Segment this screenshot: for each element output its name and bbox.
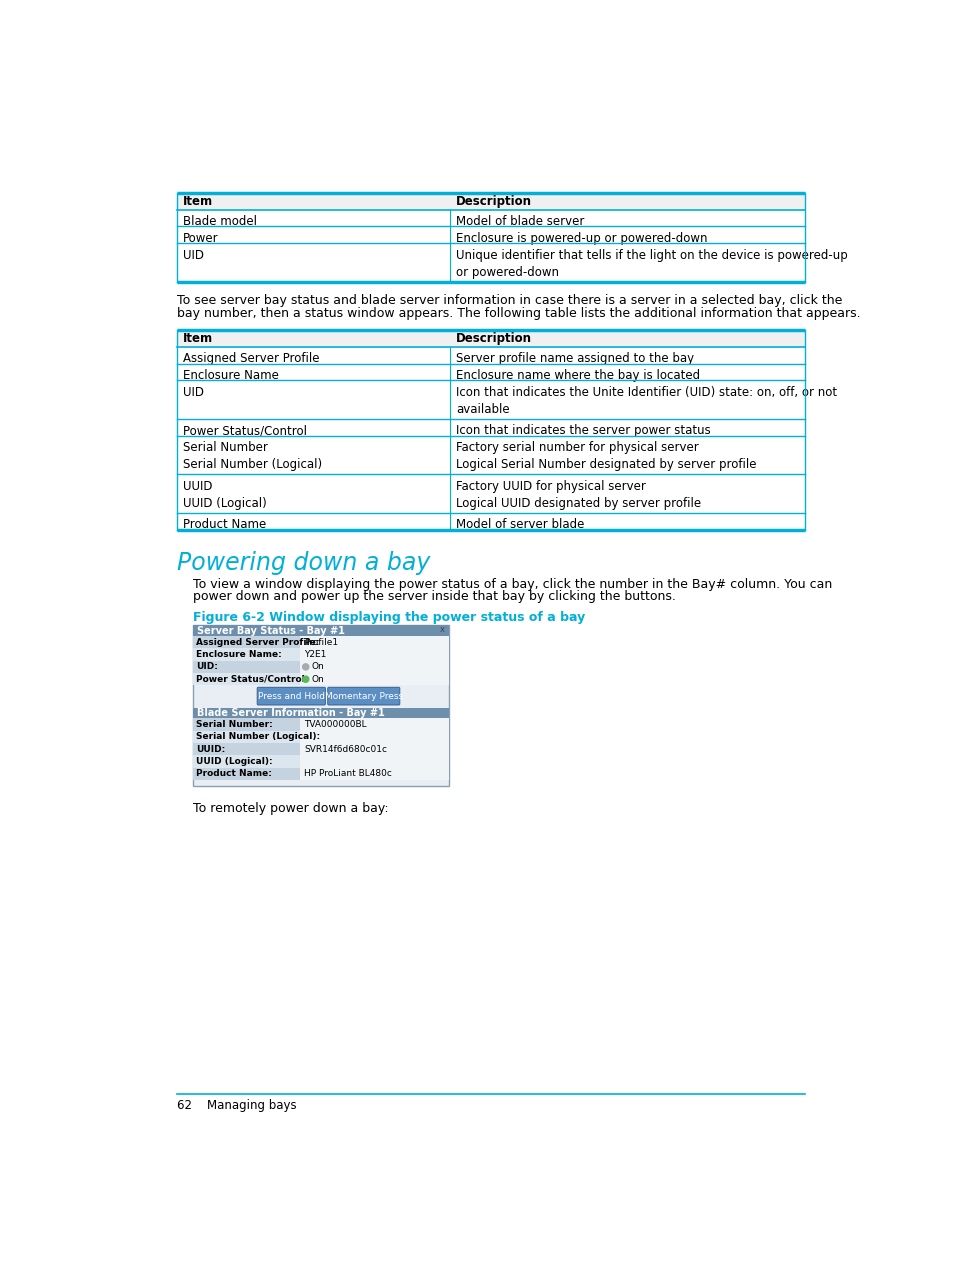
Bar bbox=[193, 731, 300, 744]
Text: Assigned Server Profile: Assigned Server Profile bbox=[183, 352, 319, 365]
Text: or powered-down: or powered-down bbox=[456, 266, 558, 278]
Text: Icon that indicates the server power status: Icon that indicates the server power sta… bbox=[456, 425, 710, 437]
Text: Item: Item bbox=[183, 332, 213, 344]
Text: UID:: UID: bbox=[195, 662, 217, 671]
Bar bbox=[193, 625, 448, 636]
Text: Blade model: Blade model bbox=[183, 215, 256, 228]
Text: Factory serial number for physical server: Factory serial number for physical serve… bbox=[456, 441, 698, 454]
Text: HP ProLiant BL480c: HP ProLiant BL480c bbox=[304, 769, 392, 778]
Text: UID: UID bbox=[183, 249, 204, 262]
Text: Figure 6-2 Window displaying the power status of a bay: Figure 6-2 Window displaying the power s… bbox=[193, 611, 584, 624]
Text: Serial Number (Logical): Serial Number (Logical) bbox=[183, 459, 321, 472]
Text: Server profile name assigned to the bay: Server profile name assigned to the bay bbox=[456, 352, 693, 365]
Bar bbox=[300, 731, 448, 744]
Text: UID: UID bbox=[183, 386, 204, 399]
Text: Product Name:: Product Name: bbox=[195, 769, 272, 778]
Text: Description: Description bbox=[456, 194, 532, 207]
Text: Icon that indicates the Unite Identifier (UID) state: on, off, or not: Icon that indicates the Unite Identifier… bbox=[456, 386, 836, 399]
Bar bbox=[300, 674, 448, 685]
Text: x: x bbox=[439, 625, 444, 634]
Bar bbox=[193, 625, 448, 787]
FancyBboxPatch shape bbox=[257, 688, 325, 705]
Bar bbox=[300, 648, 448, 661]
Text: Power: Power bbox=[183, 231, 218, 245]
Text: Model of server blade: Model of server blade bbox=[456, 519, 583, 531]
Bar bbox=[177, 210, 804, 226]
Bar bbox=[177, 364, 804, 380]
Text: Power Status/Control:: Power Status/Control: bbox=[195, 675, 308, 684]
Circle shape bbox=[302, 676, 309, 683]
Bar bbox=[437, 627, 447, 634]
Text: UUID:: UUID: bbox=[195, 745, 225, 754]
Bar bbox=[300, 755, 448, 768]
Text: TVA000000BL: TVA000000BL bbox=[304, 721, 366, 730]
Text: Serial Number:: Serial Number: bbox=[195, 721, 273, 730]
Text: To see server bay status and blade server information in case there is a server : To see server bay status and blade serve… bbox=[177, 294, 841, 308]
Text: Profile1: Profile1 bbox=[304, 638, 338, 647]
Text: UUID: UUID bbox=[183, 479, 213, 493]
Text: Server Bay Status - Bay #1: Server Bay Status - Bay #1 bbox=[196, 625, 344, 636]
Text: SVR14f6d680c01c: SVR14f6d680c01c bbox=[304, 745, 387, 754]
Bar bbox=[300, 718, 448, 731]
Text: Enclosure Name:: Enclosure Name: bbox=[195, 649, 281, 660]
Text: Assigned Server Profile:: Assigned Server Profile: bbox=[195, 638, 319, 647]
Text: Logical Serial Number designated by server profile: Logical Serial Number designated by serv… bbox=[456, 459, 756, 472]
Bar bbox=[193, 661, 300, 674]
Bar bbox=[193, 744, 300, 755]
Bar bbox=[177, 513, 804, 530]
Text: Power Status/Control: Power Status/Control bbox=[183, 425, 307, 437]
Bar bbox=[193, 755, 300, 768]
Text: On: On bbox=[312, 675, 324, 684]
Text: Powering down a bay: Powering down a bay bbox=[177, 552, 431, 576]
Text: Unique identifier that tells if the light on the device is powered-up: Unique identifier that tells if the ligh… bbox=[456, 249, 846, 262]
Bar bbox=[193, 648, 300, 661]
Bar bbox=[300, 744, 448, 755]
Text: On: On bbox=[312, 662, 324, 671]
Text: Item: Item bbox=[183, 194, 213, 207]
Text: To remotely power down a bay:: To remotely power down a bay: bbox=[193, 802, 388, 815]
Bar bbox=[177, 419, 804, 436]
Bar bbox=[177, 329, 804, 347]
Text: 62    Managing bays: 62 Managing bays bbox=[177, 1099, 296, 1112]
Text: Press and Hold: Press and Hold bbox=[257, 691, 324, 700]
Text: Serial Number: Serial Number bbox=[183, 441, 268, 454]
FancyBboxPatch shape bbox=[328, 688, 399, 705]
Bar bbox=[177, 193, 804, 210]
Bar bbox=[193, 768, 300, 780]
Bar bbox=[177, 226, 804, 243]
Bar bbox=[300, 636, 448, 648]
Text: Enclosure name where the bay is located: Enclosure name where the bay is located bbox=[456, 369, 700, 381]
Bar bbox=[177, 243, 804, 282]
Text: Serial Number (Logical):: Serial Number (Logical): bbox=[195, 732, 320, 741]
Bar bbox=[193, 718, 300, 731]
Bar bbox=[193, 636, 300, 648]
Text: power down and power up the server inside that bay by clicking the buttons.: power down and power up the server insid… bbox=[193, 590, 675, 602]
Text: To view a window displaying the power status of a bay, click the number in the B: To view a window displaying the power st… bbox=[193, 577, 831, 591]
Text: bay number, then a status window appears. The following table lists the addition: bay number, then a status window appears… bbox=[177, 306, 861, 319]
Circle shape bbox=[302, 663, 309, 670]
Bar bbox=[300, 661, 448, 674]
Bar bbox=[177, 436, 804, 474]
Text: UUID (Logical): UUID (Logical) bbox=[183, 497, 266, 510]
Bar bbox=[177, 347, 804, 364]
Text: Momentary Press: Momentary Press bbox=[324, 691, 402, 700]
Bar bbox=[177, 474, 804, 513]
Text: Model of blade server: Model of blade server bbox=[456, 215, 583, 228]
Text: Logical UUID designated by server profile: Logical UUID designated by server profil… bbox=[456, 497, 700, 510]
Bar bbox=[300, 768, 448, 780]
Text: Factory UUID for physical server: Factory UUID for physical server bbox=[456, 479, 645, 493]
Bar bbox=[177, 380, 804, 419]
Text: Enclosure Name: Enclosure Name bbox=[183, 369, 278, 381]
Text: Y2E1: Y2E1 bbox=[304, 649, 326, 660]
Text: Product Name: Product Name bbox=[183, 519, 266, 531]
Text: Enclosure is powered-up or powered-down: Enclosure is powered-up or powered-down bbox=[456, 231, 706, 245]
Text: Blade Server Information - Bay #1: Blade Server Information - Bay #1 bbox=[196, 708, 384, 718]
Bar bbox=[193, 708, 448, 718]
Text: UUID (Logical):: UUID (Logical): bbox=[195, 758, 273, 766]
Text: Description: Description bbox=[456, 332, 532, 344]
Text: available: available bbox=[456, 403, 509, 416]
Bar bbox=[193, 674, 300, 685]
